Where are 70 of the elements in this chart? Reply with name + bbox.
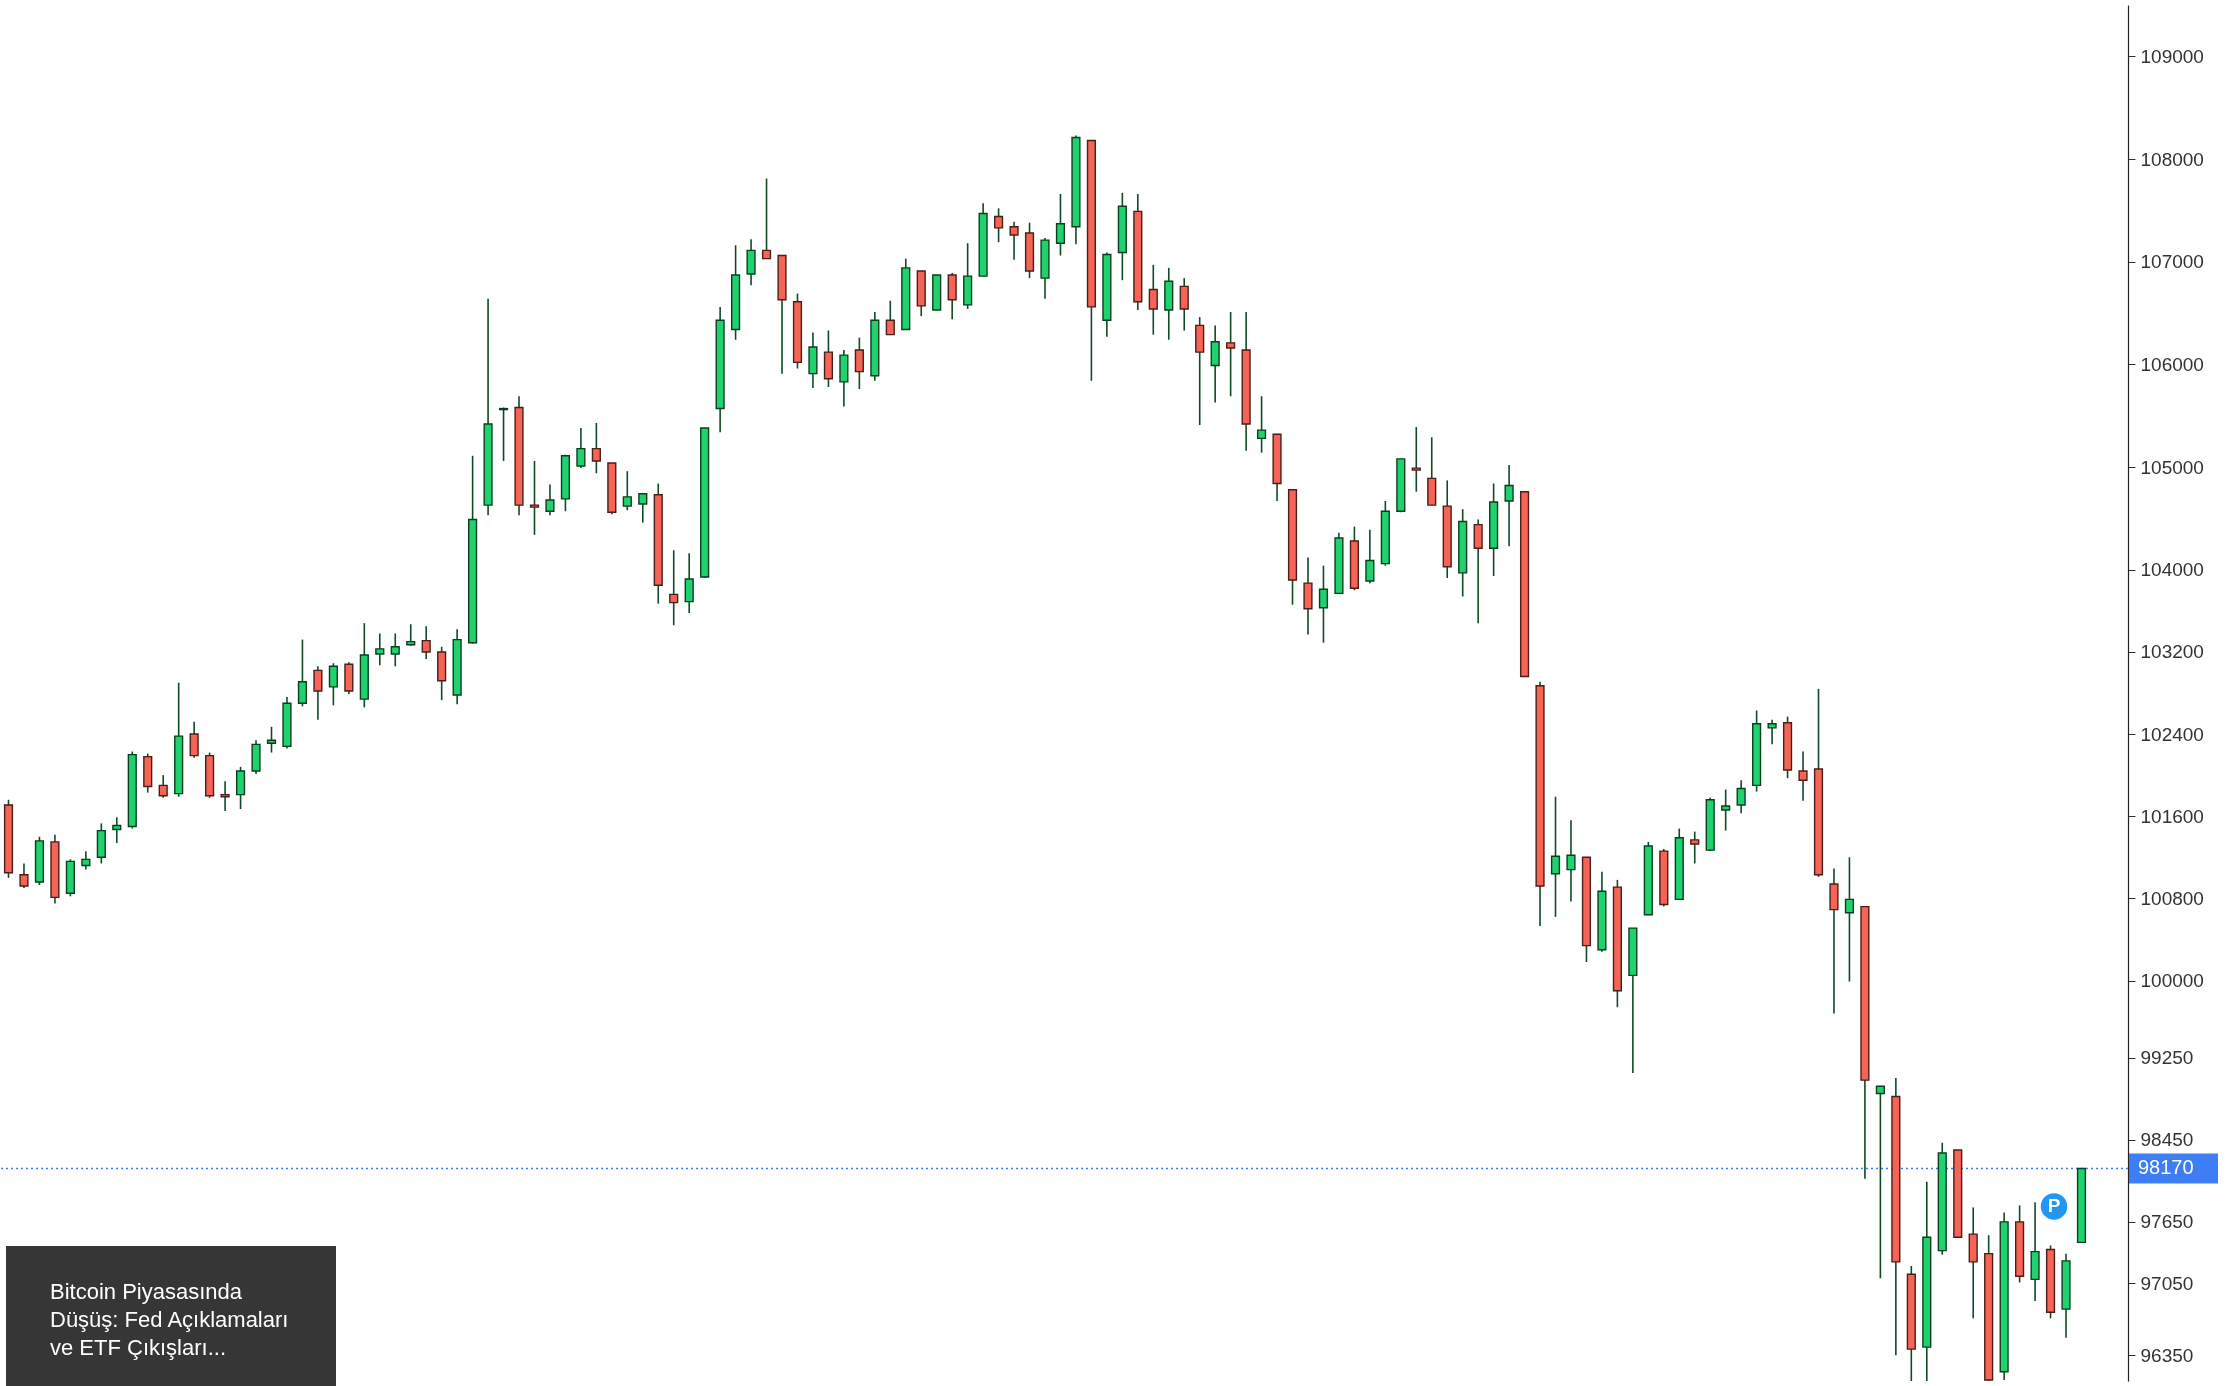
candlestick (545, 483, 555, 517)
candlestick (1411, 426, 1421, 493)
y-tick-label: 106000 (2140, 353, 2204, 375)
y-tick-label: 97650 (2140, 1211, 2194, 1233)
candlestick (1504, 464, 1514, 547)
candlestick (529, 460, 540, 536)
candlestick (1473, 518, 1483, 624)
candlestick (591, 422, 601, 475)
candlestick (1844, 856, 1855, 983)
y-tick-label: 96350 (2140, 1344, 2194, 1366)
y-tick-label: 100800 (2140, 887, 2204, 909)
candlestick (854, 336, 864, 390)
candlestick (1148, 264, 1158, 336)
candlestick (19, 862, 29, 889)
candlestick (885, 299, 895, 336)
y-tick-label: 108000 (2140, 148, 2204, 170)
candlestick (746, 238, 756, 287)
y-tick-label: 99250 (2140, 1047, 2194, 1069)
candlestick (1566, 819, 1576, 903)
candlestick (266, 726, 277, 754)
candlestick (1226, 311, 1236, 398)
candlestick (1009, 220, 1019, 261)
y-tick-label: 100000 (2140, 970, 2204, 992)
candlestick (390, 632, 400, 668)
candlestick (669, 549, 679, 627)
candlestick (684, 552, 694, 614)
candlestick (1179, 277, 1189, 332)
candlestick (761, 177, 772, 260)
y-tick-label: 98450 (2140, 1129, 2194, 1151)
y-tick-label: 109000 (2140, 45, 2204, 67)
y-tick-label: 103200 (2140, 641, 2204, 663)
candlestick (421, 625, 431, 660)
candlestick (1690, 830, 1700, 865)
candlestick (638, 492, 648, 524)
candlestick (1210, 324, 1220, 404)
candlestick (1767, 718, 1777, 746)
candlestick (498, 406, 509, 462)
candlestick (1798, 750, 1808, 802)
candlestick (112, 816, 122, 844)
candlestick (235, 766, 246, 810)
candlestick (993, 207, 1004, 244)
candlestick (375, 632, 385, 667)
candlestick (1721, 788, 1731, 832)
y-tick-label: 102400 (2140, 723, 2204, 745)
caption-box: Bitcoin Piyasasında Düşüş: Fed Açıklamaları ve ETF Çıkışları... (6, 1246, 336, 1386)
candlestick (1550, 795, 1561, 918)
candlestick (189, 720, 199, 759)
ref-line-label: 98170 (2138, 1156, 2194, 1179)
annotation: Bitcoin Piyasasında Düşüş: Fed Açıklamaları ve ETF Çıkışları... (50, 1278, 290, 1362)
candlestick (1318, 564, 1329, 644)
candlestick (1256, 395, 1267, 454)
candlestick (622, 470, 632, 512)
y-tick-label: 105000 (2140, 456, 2204, 478)
candlestick (406, 623, 416, 647)
candlestick (1875, 1085, 1885, 1280)
annotation: P (2047, 1195, 2061, 1217)
candlestick (313, 665, 323, 721)
candlestick (297, 638, 308, 708)
y-tick-label: 107000 (2140, 251, 2204, 273)
candlestick (81, 850, 91, 871)
candlestick (576, 427, 586, 469)
candlestick (220, 780, 230, 812)
y-tick-label: 101600 (2140, 805, 2204, 827)
candlestick (1365, 528, 1375, 584)
candlestick (158, 774, 168, 799)
candlestick (328, 662, 338, 707)
y-tick-label: 97050 (2140, 1272, 2194, 1294)
candlestick (1055, 193, 1066, 257)
y-tick-label: 104000 (2140, 559, 2204, 581)
candlestick (1736, 779, 1746, 814)
